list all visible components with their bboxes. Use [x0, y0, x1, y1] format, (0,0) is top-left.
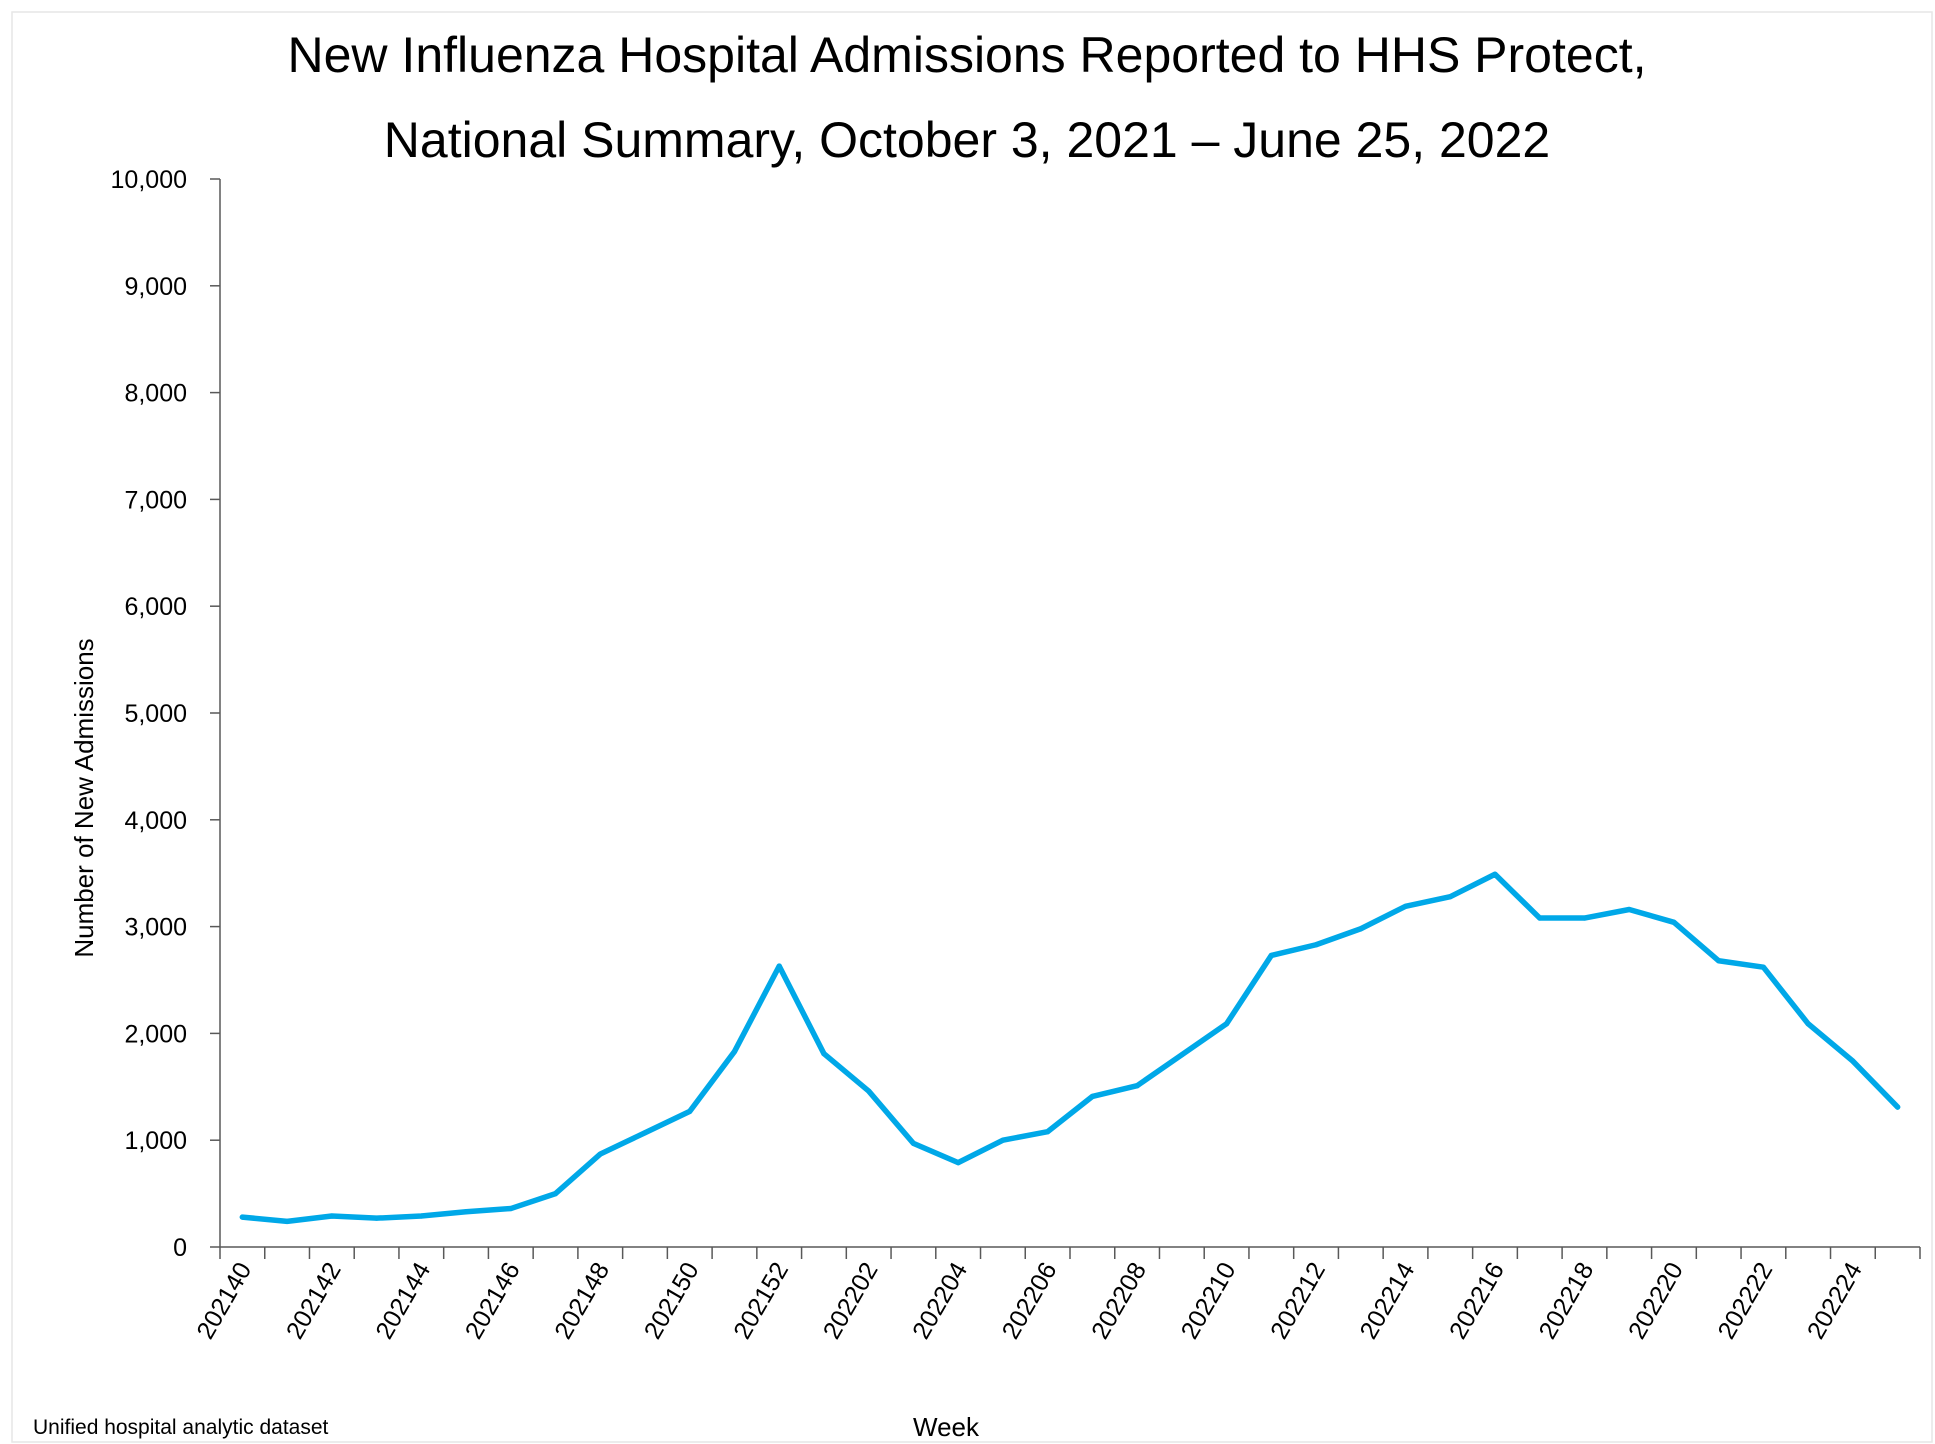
data-point: [239, 1214, 245, 1220]
y-tick-label: 8,000: [124, 380, 187, 408]
data-point: [1402, 903, 1409, 909]
data-point: [1000, 1137, 1006, 1143]
chart-subtitle: National Summary, October 3, 2021 – June…: [384, 112, 1550, 168]
y-tick-label: 6,000: [124, 593, 187, 621]
x-tick-label: 202222: [1712, 1258, 1778, 1344]
y-tick-label: 7,000: [124, 486, 187, 514]
y-tick-label: 10,000: [111, 166, 187, 194]
data-point: [552, 1191, 559, 1197]
data-point: [1716, 958, 1722, 964]
data-point: [329, 1213, 335, 1219]
y-tick-label: 4,000: [124, 807, 187, 835]
x-tick-label: 202224: [1802, 1258, 1868, 1344]
x-tick-label: 202206: [997, 1258, 1063, 1344]
data-point: [373, 1215, 380, 1221]
data-point: [687, 1108, 693, 1114]
y-axis: 0 1,000 2,000 3,000 4,000 5,000 6,000 7,000 8,00…: [111, 166, 221, 1262]
data-point: [866, 1088, 872, 1094]
y-tick-label: 1,000: [124, 1127, 187, 1155]
data-point: [1223, 1021, 1230, 1027]
x-tick-label: 202140: [191, 1258, 257, 1344]
data-point: [776, 963, 782, 969]
data-point: [821, 1051, 827, 1057]
data-point: [1850, 1058, 1856, 1064]
data-point: [1358, 926, 1364, 932]
data-point: [1805, 1021, 1811, 1027]
data-point: [1671, 919, 1677, 925]
data-point: [1134, 1083, 1140, 1089]
y-tick-label: 5,000: [124, 700, 187, 728]
data-point: [463, 1209, 469, 1215]
x-axis: 202140 202142 202144 202146 202148 202150 2021…: [191, 1246, 1921, 1344]
x-tick-label: 202218: [1533, 1258, 1599, 1344]
y-tick-label: 0: [173, 1234, 187, 1262]
data-point: [508, 1205, 514, 1212]
y-tick-label: 3,000: [124, 914, 187, 942]
chart-title: New Influenza Hospital Admissions Report…: [288, 27, 1647, 83]
data-point: [1179, 1052, 1185, 1058]
data-point: [955, 1160, 961, 1166]
data-point: [597, 1151, 603, 1157]
chart-border: [11, 11, 1933, 1443]
series-line: [239, 871, 1901, 1225]
data-point: [1492, 871, 1498, 877]
y-tick-label: 9,000: [124, 273, 187, 301]
x-tick-label: 202214: [1354, 1258, 1420, 1344]
data-point: [1760, 964, 1767, 970]
x-axis-title: Week: [913, 1412, 980, 1442]
x-tick-label: 202216: [1444, 1258, 1510, 1344]
data-point: [1626, 906, 1632, 913]
data-point: [1268, 952, 1274, 959]
data-point: [731, 1048, 738, 1055]
data-point: [1313, 942, 1319, 948]
x-tick-label: 202146: [460, 1258, 526, 1344]
x-tick-label: 202212: [1265, 1258, 1331, 1344]
data-point: [1089, 1093, 1095, 1100]
data-point: [642, 1130, 648, 1136]
x-tick-label: 202148: [549, 1258, 615, 1344]
series-group: [239, 871, 1901, 1225]
x-tick-label: 202202: [818, 1258, 884, 1344]
data-point: [1581, 915, 1588, 921]
data-point: [910, 1140, 917, 1147]
data-point: [1045, 1129, 1051, 1135]
source-note: Unified hospital analytic dataset: [33, 1416, 329, 1439]
x-tick-label: 202220: [1623, 1258, 1689, 1344]
y-axis-title: Number of New Admissions: [69, 638, 99, 957]
x-tick-label: 202208: [1086, 1258, 1152, 1344]
data-point: [1537, 915, 1543, 921]
x-tick-label: 202150: [639, 1258, 705, 1344]
x-tick-label: 202144: [370, 1258, 436, 1344]
data-point: [1895, 1104, 1901, 1110]
x-tick-label: 202210: [1176, 1258, 1242, 1344]
y-tick-label: 2,000: [124, 1020, 187, 1048]
x-tick-label: 202204: [907, 1258, 973, 1344]
data-point: [418, 1213, 424, 1219]
data-point: [1447, 894, 1453, 900]
x-tick-label: 202152: [728, 1258, 794, 1344]
x-tick-label: 202142: [281, 1258, 347, 1344]
data-point: [284, 1218, 290, 1224]
